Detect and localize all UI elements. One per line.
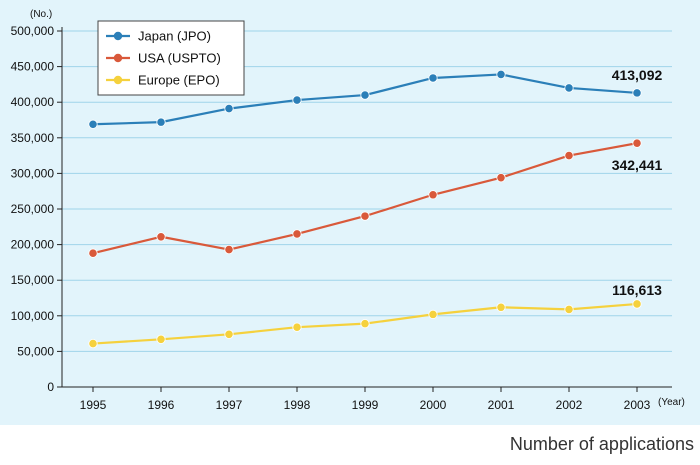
label-layer: 413,092 342,441 116,613 [612,67,663,298]
x-axis-unit: (Year) [658,397,685,408]
grid-layer [62,30,672,352]
x-tick-label: 1998 [284,398,311,412]
y-axis-unit: (No.) [30,9,52,20]
x-tick-label: 2000 [420,398,447,412]
legend-swatch-marker [113,31,123,41]
data-point [224,244,234,255]
y-tick-label: 100,000 [11,309,55,323]
x-tick-label: 1999 [352,398,379,412]
data-point [88,248,98,258]
data-point [292,229,302,239]
data-point [292,322,302,332]
y-tick-label: 0 [47,380,54,394]
data-point [88,119,98,129]
data-point [360,90,370,100]
x-tick-label: 1996 [148,398,175,412]
y-tick-label: 300,000 [11,166,55,180]
legend: Japan (JPO) USA (USPTO) Europe (EPO) [97,20,245,96]
data-point [224,329,234,339]
y-tick-label: 50,000 [17,344,54,358]
data-point [632,299,642,309]
legend-entry: Europe (EPO) [138,73,220,88]
data-point [360,319,370,329]
data-point [496,69,506,80]
y-tick-label: 200,000 [11,238,55,252]
line-chart: 0 50,000 100,000 150,000 200,000 250,000 300,0… [11,9,685,412]
data-point [428,190,438,200]
data-point [360,211,370,221]
x-tick-label: 2003 [624,398,651,412]
legend-swatch-marker [113,53,123,63]
y-tick-label: 500,000 [11,24,55,38]
axis-layer: 0 50,000 100,000 150,000 200,000 250,000 300,0… [11,9,685,412]
data-point [496,302,506,312]
data-point [292,95,302,105]
data-point [564,83,574,93]
data-point [156,232,166,242]
series-line [92,142,638,255]
y-tick-label: 250,000 [11,202,55,216]
data-point [632,138,642,148]
legend-entry: Japan (JPO) [138,29,211,44]
data-point [428,309,438,319]
data-label: 116,613 [612,282,662,298]
data-point [428,73,438,83]
data-point [224,104,234,114]
legend-entry: USA (USPTO) [138,51,221,66]
data-point [156,334,166,344]
chart-panel: 0 50,000 100,000 150,000 200,000 250,000 300,0… [0,0,700,425]
data-point [156,117,166,127]
data-point [632,88,642,98]
x-tick-label: 1997 [216,398,243,412]
y-tick-label: 350,000 [11,131,55,145]
x-tick-label: 2002 [556,398,583,412]
x-tick-label: 2001 [488,398,515,412]
data-point [564,304,574,314]
data-label: 342,441 [612,157,663,173]
series-layer [88,69,642,349]
legend-swatch-marker [113,75,123,85]
data-point [564,151,574,161]
data-point [88,338,98,349]
data-label: 413,092 [612,67,663,83]
y-tick-label: 150,000 [11,273,55,287]
chart-caption: Number of applications [509,434,694,454]
data-point [496,173,506,183]
y-tick-label: 450,000 [11,60,55,74]
x-tick-label: 1995 [80,398,107,412]
y-tick-label: 400,000 [11,95,55,109]
